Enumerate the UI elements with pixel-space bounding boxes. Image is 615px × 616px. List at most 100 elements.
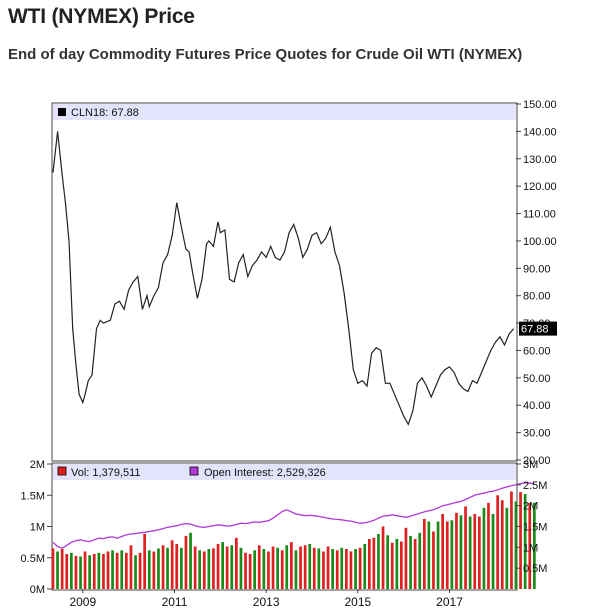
- volume-bar: [372, 537, 376, 590]
- volume-bar: [322, 551, 325, 589]
- volume-bar: [413, 539, 417, 589]
- volume-bar: [533, 502, 536, 590]
- open-interest-legend-swatch: [189, 466, 199, 476]
- volume-bar: [423, 519, 426, 589]
- volume-bar: [262, 549, 266, 589]
- volume-bar: [349, 551, 353, 589]
- volume-bar: [496, 495, 499, 590]
- volume-bar: [147, 550, 151, 590]
- volume-bar: [523, 494, 527, 589]
- volume-bar: [404, 527, 408, 590]
- volume-legend-band: [53, 464, 516, 480]
- volume-bar: [70, 552, 73, 590]
- volume-bar: [464, 506, 467, 589]
- volume-bar: [152, 551, 156, 589]
- last-price-tag-label: 67.88: [521, 324, 549, 336]
- price-y-tick-label: 100.00: [523, 236, 557, 248]
- volume-bar: [487, 502, 490, 590]
- price-legend-band: [53, 104, 516, 120]
- price-y-tick-label: 150.00: [523, 99, 557, 111]
- volume-bar: [170, 540, 174, 590]
- volume-bar: [427, 521, 431, 589]
- volume-bar: [244, 552, 247, 590]
- x-tick-label: 2013: [253, 595, 280, 609]
- volume-bar: [166, 547, 169, 590]
- volume-bar: [230, 545, 234, 590]
- volume-bar: [468, 516, 472, 589]
- open-interest-y-tick-label: 0.5M: [523, 563, 547, 575]
- volume-bar: [65, 554, 69, 589]
- volume-bar: [340, 547, 344, 590]
- volume-legend-label: Vol: 1,379,511: [71, 467, 141, 479]
- volume-bar: [143, 534, 146, 589]
- open-interest-line: [52, 482, 535, 549]
- volume-bar: [390, 542, 394, 590]
- volume-bar: [60, 549, 64, 589]
- volume-bar: [432, 531, 435, 589]
- volume-bar: [56, 551, 59, 589]
- volume-bar: [189, 532, 192, 590]
- volume-bar: [106, 551, 110, 589]
- volume-bar: [409, 535, 412, 589]
- open-interest-y-tick-label: 1M: [523, 542, 538, 554]
- x-tick-label: 2015: [344, 595, 371, 609]
- volume-bar: [335, 550, 339, 590]
- volume-y-tick-label: 1.5M: [21, 490, 45, 502]
- volume-bar: [354, 549, 357, 589]
- volume-bar: [445, 521, 449, 589]
- volume-bar: [368, 539, 371, 589]
- volume-legend-swatch: [57, 466, 67, 476]
- volume-bar: [491, 514, 495, 589]
- volume-bar: [175, 544, 179, 589]
- volume-bar: [225, 546, 229, 589]
- price-y-tick-label: 130.00: [523, 154, 557, 166]
- volume-bar: [303, 545, 307, 590]
- volume-bar: [115, 552, 119, 590]
- last-price-tag: [519, 321, 557, 336]
- volume-bar: [198, 550, 201, 590]
- volume-bar: [331, 549, 334, 589]
- open-interest-y-tick-label: 1.5M: [523, 522, 547, 534]
- open-interest-y-tick-label: 2.5M: [523, 480, 547, 492]
- volume-bar: [326, 546, 330, 589]
- x-tick-label: 2017: [436, 595, 463, 609]
- volume-bar: [253, 550, 256, 590]
- volume-bar: [400, 541, 403, 589]
- volume-bar: [120, 550, 124, 590]
- volume-bar: [271, 546, 275, 589]
- volume-bar: [125, 552, 128, 590]
- volume-bar: [276, 547, 279, 590]
- volume-bar: [294, 550, 298, 590]
- volume-bar: [363, 544, 367, 589]
- open-interest-y-tick-label: 3M: [523, 459, 538, 471]
- x-tick-label: 2009: [69, 595, 96, 609]
- price-y-tick-label: 80.00: [523, 291, 551, 303]
- volume-bar: [395, 539, 399, 589]
- volume-bar: [358, 547, 362, 590]
- price-legend-label: CLN18: 67.88: [71, 107, 139, 119]
- volume-bar: [235, 537, 238, 590]
- volume-bar: [79, 556, 82, 589]
- price-y-axis: 20.0030.0040.0050.0060.0070.0080.0090.00…: [516, 99, 557, 467]
- volume-bar: [74, 555, 78, 589]
- volume-bar: [436, 521, 440, 589]
- volume-bar: [157, 548, 160, 589]
- volume-bar: [102, 554, 105, 589]
- volume-bar: [161, 545, 165, 590]
- x-axis: 2009 2011 2013 2015 2017: [69, 589, 463, 609]
- volume-bar: [514, 501, 518, 589]
- price-y-tick-label: 140.00: [523, 126, 557, 138]
- volume-bar: [267, 551, 270, 589]
- volume-bar: [505, 507, 509, 590]
- volume-y-axis: 0M 0.5M 1M 1.5M 2M: [21, 459, 52, 596]
- volume-bar: [510, 491, 513, 589]
- volume-bar: [88, 555, 91, 590]
- page-subtitle: End of day Commodity Futures Price Quote…: [8, 46, 523, 63]
- volume-bar: [111, 550, 114, 590]
- open-interest-legend-label: Open Interest: 2,529,326: [204, 467, 326, 479]
- price-y-tick-label: 90.00: [523, 263, 551, 275]
- volume-bar: [345, 549, 348, 589]
- volume-bar: [51, 548, 55, 589]
- volume-y-tick-label: 0M: [30, 584, 45, 596]
- price-panel-frame: [51, 102, 518, 462]
